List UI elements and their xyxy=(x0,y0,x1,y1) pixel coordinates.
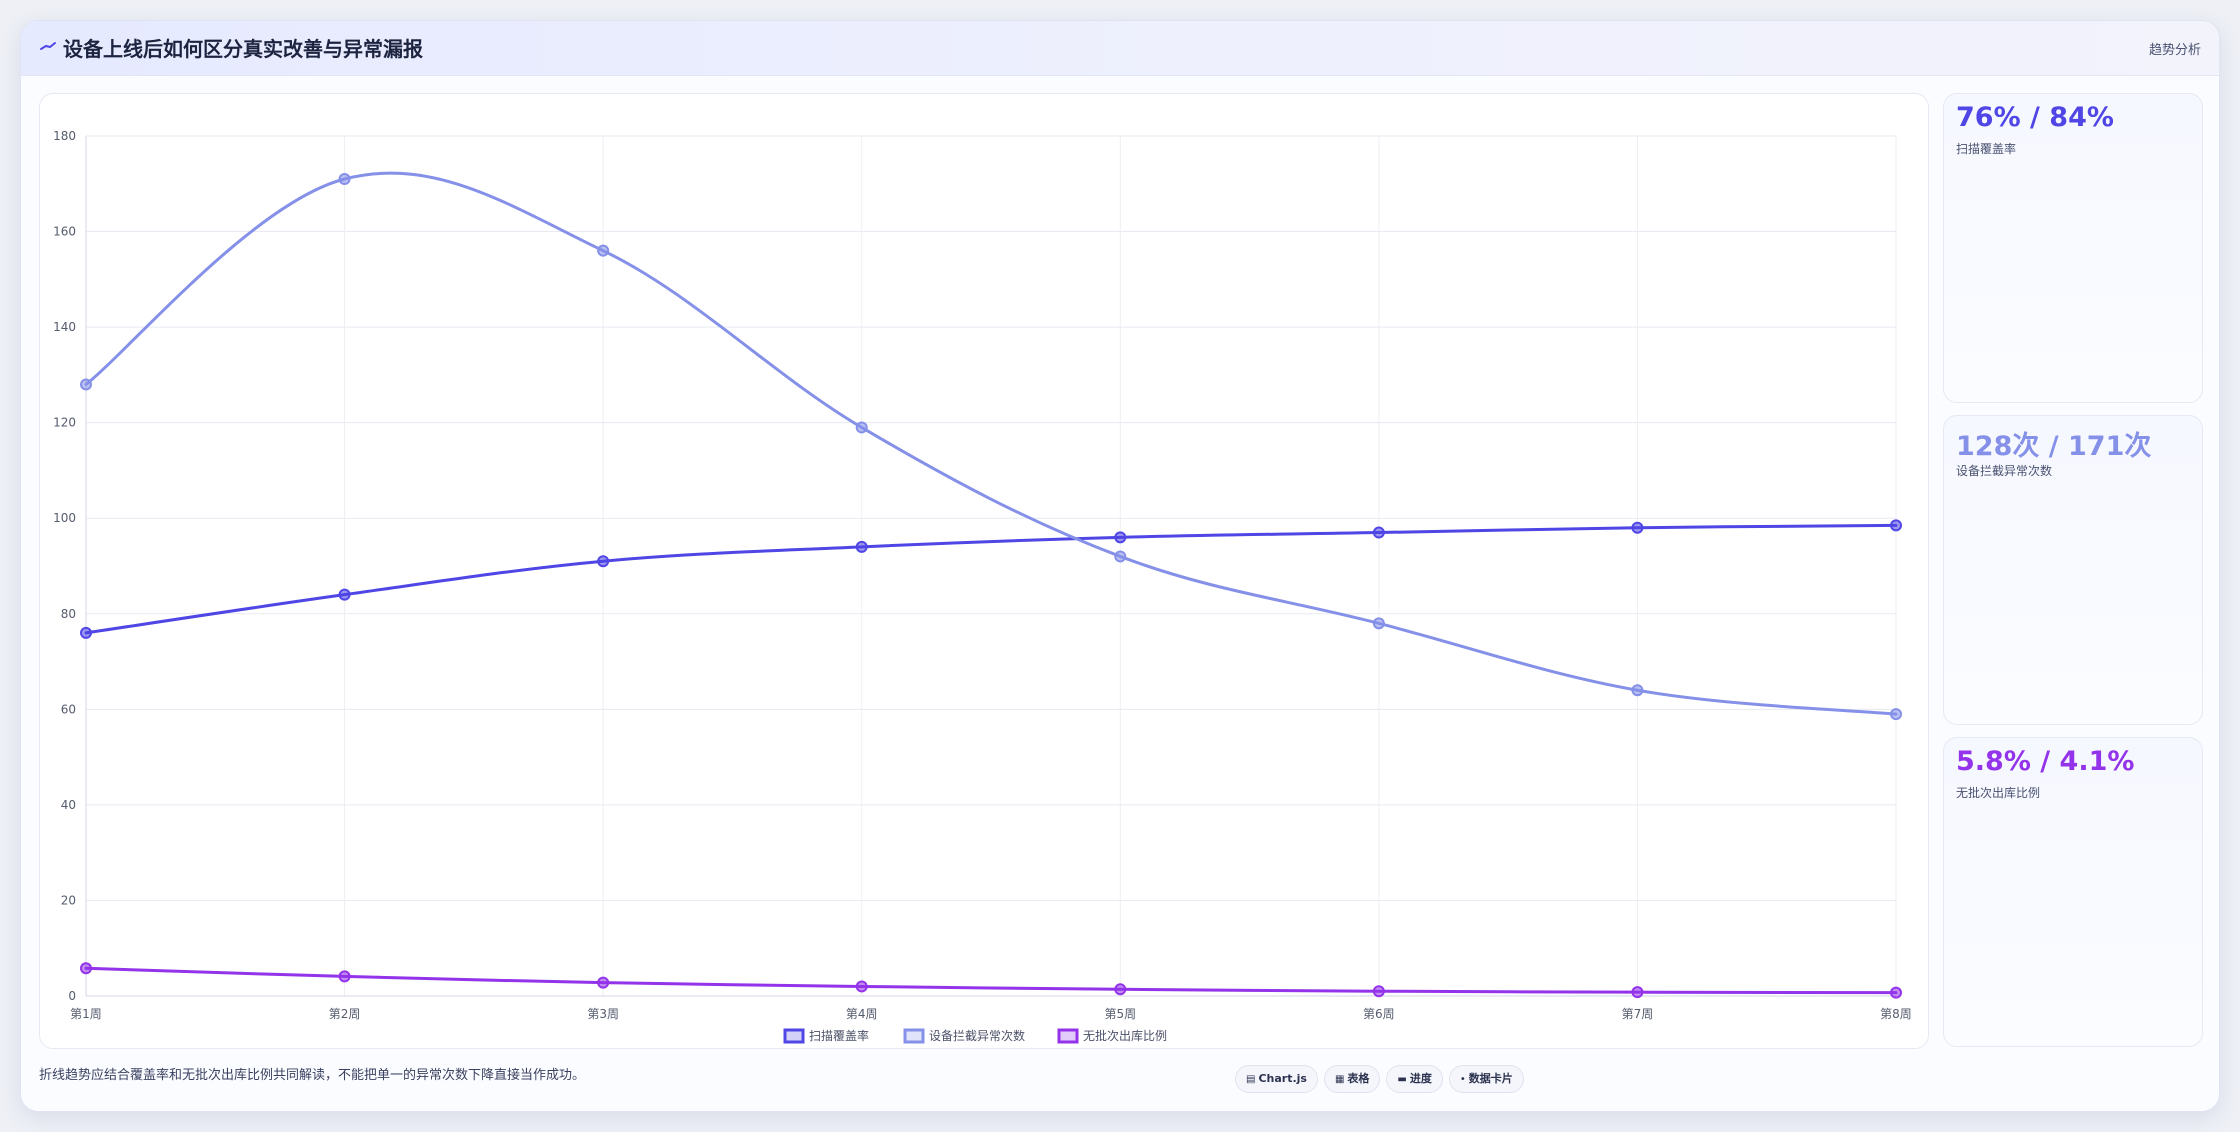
table-icon: ▦ xyxy=(1334,1074,1345,1085)
x-tick-label: 第7周 xyxy=(1622,1007,1654,1021)
data-point-series-1 xyxy=(1372,526,1385,539)
tech-chips: ▤ Chart.js ▦ 表格 ▬ 进度 • 数据卡片 xyxy=(1235,1065,1530,1093)
data-point-series-2 xyxy=(80,378,92,391)
chart-footnote: 折线趋势应结合覆盖率和无批次出库比例共同解读，不能把单一的异常次数下降直接当作成… xyxy=(39,1068,586,1083)
dashboard-panel: 设备上线后如何区分真实改善与异常漏报 趋势分析 0 20 40 60 80 100 120 1… xyxy=(20,20,2220,1112)
stat-card-intercepted-anomalies: 128次 / 171次 设备拦截异常次数 xyxy=(1943,415,2203,725)
legend-label: 设备拦截异常次数 xyxy=(929,1028,1025,1043)
data-point-series-1 xyxy=(338,588,351,601)
series-line-2 xyxy=(84,171,1898,716)
data-point-series-2 xyxy=(1372,617,1385,630)
y-tick-label: 0 xyxy=(68,989,76,1003)
data-point-series-1 xyxy=(1114,531,1127,544)
chip-table[interactable]: ▦ 表格 xyxy=(1323,1065,1381,1093)
data-point-series-1 xyxy=(1890,519,1902,532)
legend-label: 扫描覆盖率 xyxy=(809,1028,869,1043)
stat-label: 扫描覆盖率 xyxy=(1956,142,2017,156)
data-point-series-2 xyxy=(338,173,351,185)
data-point-series-2 xyxy=(1114,550,1127,563)
chip-label: 数据卡片 xyxy=(1468,1072,1513,1085)
x-tick-label: 第4周 xyxy=(846,1007,878,1021)
data-point-series-3 xyxy=(1372,985,1385,998)
legend-label: 无批次出库比例 xyxy=(1083,1028,1167,1043)
series-line-1 xyxy=(84,523,1898,635)
stat-label: 无批次出库比例 xyxy=(1956,786,2041,800)
y-tick-label: 160 xyxy=(53,225,76,239)
analysis-tag[interactable]: 趋势分析 xyxy=(2148,43,2201,58)
y-tick-label: 40 xyxy=(61,798,76,812)
data-point-series-1 xyxy=(80,626,92,639)
data-point-series-3 xyxy=(80,962,92,975)
y-tick-label: 100 xyxy=(53,511,76,525)
chip-chartjs[interactable]: ▤ Chart.js xyxy=(1235,1065,1318,1093)
series-line-3 xyxy=(84,966,1898,995)
data-point-series-3 xyxy=(1890,986,1902,999)
data-point-series-1 xyxy=(1631,521,1644,534)
x-tick-label: 第6周 xyxy=(1363,1007,1395,1021)
stat-value: 5.8% / 4.1% xyxy=(1956,746,2135,777)
data-point-series-3 xyxy=(338,970,351,983)
card-icon: • xyxy=(1459,1074,1466,1085)
chip-data-card[interactable]: • 数据卡片 xyxy=(1448,1065,1524,1093)
data-point-series-3 xyxy=(855,980,868,993)
x-tick-label: 第8周 xyxy=(1880,1007,1912,1021)
data-point-series-1 xyxy=(597,555,610,568)
x-tick-label: 第1周 xyxy=(70,1007,102,1021)
stat-card-scan-coverage: 76% / 84% 扫描覆盖率 xyxy=(1943,93,2203,403)
trend-line-icon xyxy=(40,42,56,50)
line-chart-card: 0 20 40 60 80 100 120 140 160 180 第1周 第2周 第3周 第4周 第5周 第… xyxy=(39,93,1929,1049)
legend-swatch xyxy=(783,1028,805,1044)
stat-card-no-batch-ratio: 5.8% / 4.1% 无批次出库比例 xyxy=(1943,737,2203,1047)
data-point-series-2 xyxy=(855,421,868,434)
chip-label: Chart.js xyxy=(1258,1072,1307,1085)
data-point-series-3 xyxy=(1631,986,1644,999)
x-tick-label: 第5周 xyxy=(1104,1007,1136,1021)
stat-value: 128次 / 171次 xyxy=(1956,431,2152,462)
progress-icon: ▬ xyxy=(1397,1074,1407,1085)
header-bar: 设备上线后如何区分真实改善与异常漏报 趋势分析 xyxy=(21,21,2219,76)
data-point-series-1 xyxy=(855,540,868,553)
y-tick-label: 80 xyxy=(61,607,76,621)
legend-swatch xyxy=(903,1028,925,1044)
page-title: 设备上线后如何区分真实改善与异常漏报 xyxy=(63,37,423,61)
y-tick-label: 140 xyxy=(53,320,76,334)
stat-value: 76% / 84% xyxy=(1956,102,2114,133)
y-tick-label: 180 xyxy=(53,129,76,143)
legend-swatch xyxy=(1057,1028,1079,1044)
chip-label: 表格 xyxy=(1347,1072,1370,1085)
chip-progress[interactable]: ▬ 进度 xyxy=(1386,1065,1443,1093)
y-tick-label: 120 xyxy=(53,416,76,430)
y-tick-label: 60 xyxy=(61,702,76,716)
x-tick-label: 第3周 xyxy=(587,1007,619,1021)
data-point-series-3 xyxy=(597,976,610,989)
chip-label: 进度 xyxy=(1409,1072,1432,1085)
line-chart: 0 20 40 60 80 100 120 140 160 180 第1周 第2周 第3周 第4周 第5周 第… xyxy=(53,129,1912,1044)
chart-icon: ▤ xyxy=(1246,1074,1256,1085)
x-tick-label: 第2周 xyxy=(329,1007,361,1021)
data-point-series-2 xyxy=(1890,708,1902,721)
data-point-series-2 xyxy=(597,244,610,257)
data-point-series-3 xyxy=(1114,983,1127,996)
y-tick-label: 20 xyxy=(61,893,76,907)
stat-label: 设备拦截异常次数 xyxy=(1956,464,2053,478)
data-point-series-2 xyxy=(1631,684,1644,697)
